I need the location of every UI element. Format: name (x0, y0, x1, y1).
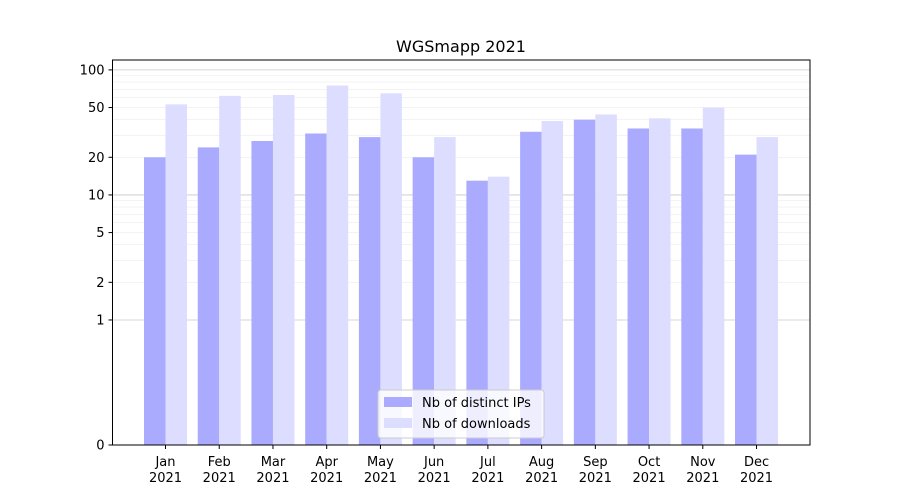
bar-downloads (541, 121, 564, 446)
x-tick-label-year: 2021 (203, 471, 236, 486)
bars (144, 85, 779, 446)
bar-distinct-ips (520, 131, 542, 445)
x-tick-label-month: Aug (529, 455, 554, 470)
legend-label: Nb of distinct IPs (422, 396, 531, 411)
x-axis: Jan2021Feb2021Mar2021Apr2021May2021Jun20… (149, 445, 773, 486)
x-tick-label-month: Dec (744, 455, 769, 470)
y-tick-label: 100 (80, 63, 105, 78)
x-tick-label-year: 2021 (525, 471, 558, 486)
bar-downloads (326, 85, 349, 445)
chart-title: WGSmapp 2021 (396, 37, 526, 56)
bar-downloads (649, 118, 671, 445)
x-tick-label-month: Jun (423, 455, 444, 470)
plot-frame (112, 59, 811, 446)
x-tick-label-month: Oct (638, 455, 660, 470)
x-tick-label-year: 2021 (471, 471, 504, 486)
x-tick-label-year: 2021 (364, 471, 397, 486)
y-tick-label: 1 (96, 313, 104, 328)
x-tick-label-month: Feb (208, 455, 231, 470)
y-tick-label: 2 (96, 276, 104, 291)
bar-distinct-ips (197, 147, 220, 446)
y-tick-label: 10 (88, 188, 105, 203)
y-axis: 0 1 2 5 10 20 50 100 (80, 63, 113, 454)
bar-distinct-ips (305, 133, 327, 445)
legend-box (377, 389, 545, 439)
legend-swatch (384, 418, 412, 428)
bar-downloads (487, 176, 510, 445)
bar-distinct-ips (735, 154, 757, 446)
legend-swatch (384, 397, 412, 407)
y-tick-label: 20 (88, 151, 105, 166)
bar-distinct-ips (681, 128, 703, 445)
x-tick-label-month: Mar (261, 455, 286, 470)
x-tick-label-month: Nov (690, 455, 716, 470)
bar-distinct-ips (251, 140, 273, 445)
bar-downloads (434, 137, 456, 445)
y-tick-label: 50 (88, 101, 105, 116)
x-tick-label-year: 2021 (686, 471, 719, 486)
bar-distinct-ips (466, 180, 488, 445)
x-tick-label-year: 2021 (256, 471, 289, 486)
x-tick-label-month: Sep (583, 455, 608, 470)
x-tick-label-year: 2021 (310, 471, 343, 486)
x-tick-label-year: 2021 (633, 471, 666, 486)
x-tick-label-year: 2021 (579, 471, 612, 486)
x-tick-label-month: May (367, 455, 394, 470)
x-tick-label-month: Jul (479, 455, 496, 470)
bar-downloads (595, 114, 617, 445)
x-tick-label-year: 2021 (149, 471, 182, 486)
bar-downloads (702, 107, 725, 446)
x-tick-label-month: Apr (315, 455, 338, 470)
bar-distinct-ips (412, 157, 435, 445)
bar-downloads (380, 93, 402, 446)
bar-distinct-ips (627, 128, 650, 445)
bar-downloads (219, 95, 241, 446)
legend: Nb of distinct IPs Nb of downloads (377, 389, 545, 439)
bar-distinct-ips (573, 119, 596, 446)
x-tick-label-year: 2021 (740, 471, 773, 486)
bar-distinct-ips (358, 137, 381, 445)
y-tick-label: 5 (96, 226, 104, 241)
x-tick-label-year: 2021 (418, 471, 451, 486)
bar-downloads (272, 94, 295, 446)
bar-downloads (165, 104, 187, 445)
x-tick-label-month: Jan (154, 455, 175, 470)
y-tick-label: 0 (96, 439, 104, 454)
bar-distinct-ips (144, 157, 166, 445)
legend-label: Nb of downloads (422, 417, 531, 432)
bar-downloads (756, 137, 779, 445)
